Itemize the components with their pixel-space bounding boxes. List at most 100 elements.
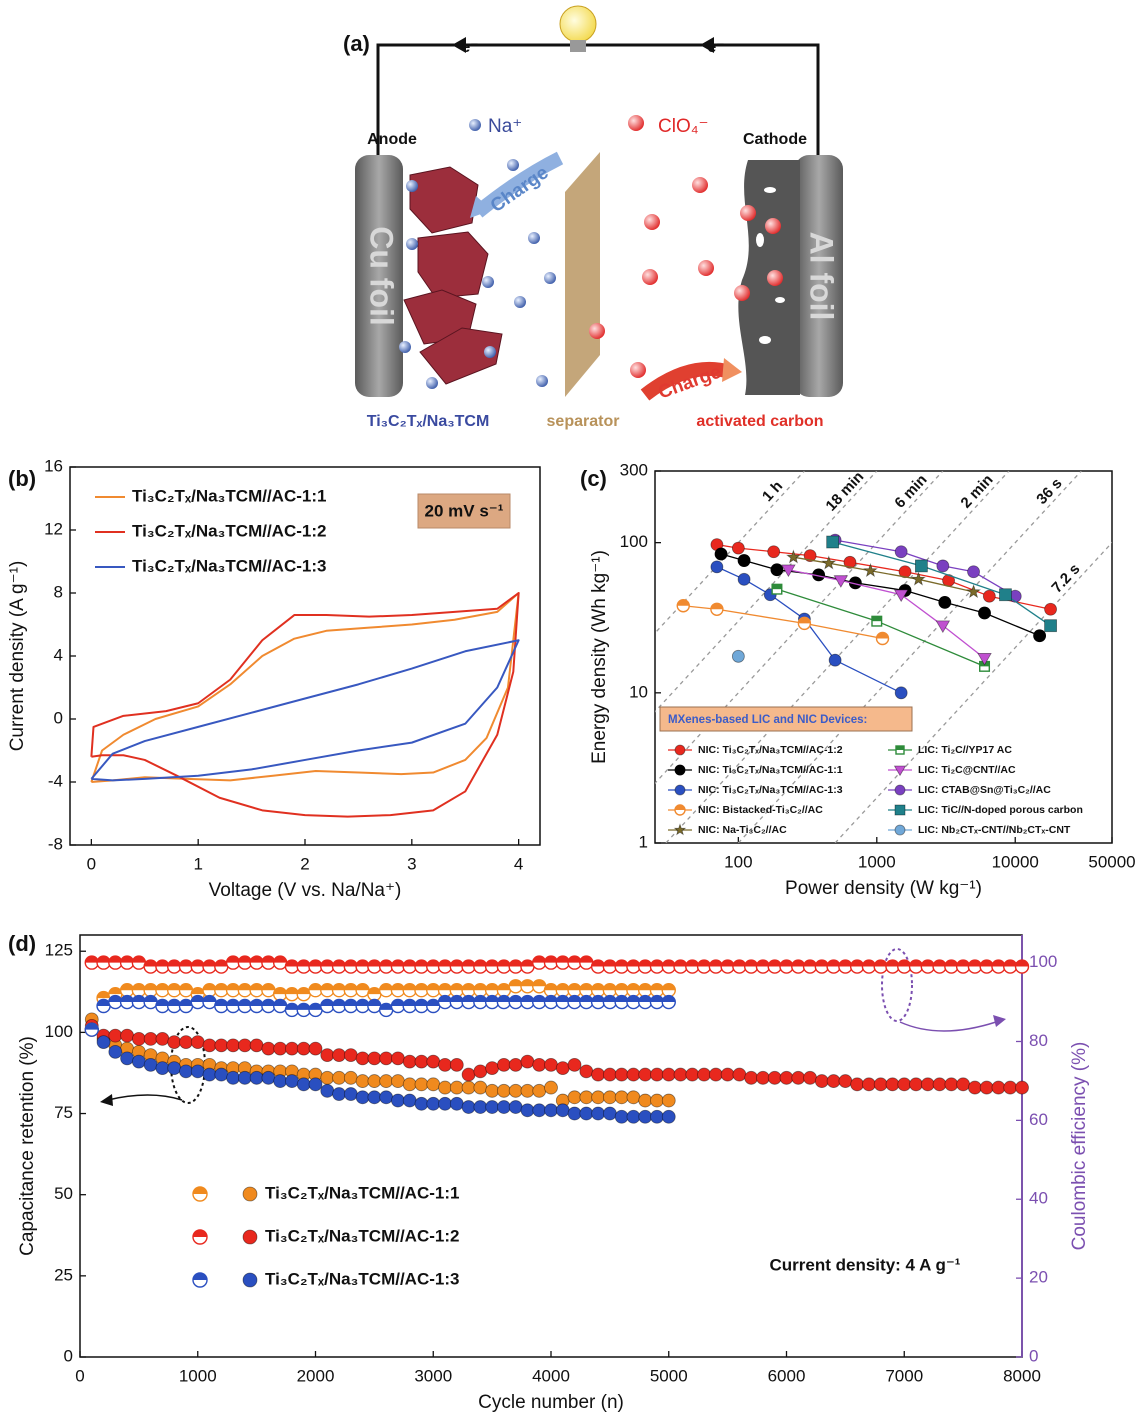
ion: [406, 180, 418, 192]
marker-shape: [532, 1083, 547, 1098]
marker-shape: [710, 560, 724, 574]
marker: [461, 1100, 476, 1114]
marker-shape: [226, 956, 240, 963]
foil-label: Cu foil: [364, 226, 400, 326]
marker-shape: [977, 653, 992, 666]
marker-shape: [721, 960, 735, 967]
marker: [966, 584, 981, 599]
anode-label: Anode: [367, 131, 417, 148]
marker-shape: [496, 1057, 511, 1072]
panel-label: (a): [343, 31, 370, 56]
marker-shape: [203, 995, 217, 1003]
marker: [873, 1077, 888, 1092]
marker-shape: [426, 999, 440, 1006]
marker: [473, 1064, 488, 1079]
marker: [649, 959, 665, 974]
legend-label: NIC: Na-Ti₃C₂//AC: [698, 824, 787, 836]
marker: [96, 1035, 111, 1050]
marker: [249, 955, 264, 970]
marker-shape: [450, 983, 464, 991]
marker-shape: [344, 999, 358, 1006]
marker: [543, 983, 559, 998]
x-tick-label: 8000: [1003, 1366, 1041, 1385]
marker: [897, 959, 912, 974]
marker: [214, 959, 229, 974]
marker-shape: [285, 1003, 299, 1010]
marker-shape: [473, 1100, 488, 1114]
marker-shape: [226, 1038, 240, 1053]
marker: [485, 1083, 500, 1098]
marker: [638, 994, 653, 1010]
marker: [225, 983, 241, 998]
x-tick-label: 100: [724, 852, 752, 871]
marker-shape: [732, 1067, 747, 1082]
marker-shape: [391, 1051, 405, 1066]
legend-label: Ti₃C₂Tₓ/Na₃TCM//AC-1:2: [265, 1226, 459, 1245]
marker: [296, 986, 311, 1002]
marker-shape: [568, 956, 582, 963]
y-tick-label: 10: [629, 682, 648, 701]
marker: [390, 998, 406, 1014]
marker-shape: [1044, 619, 1057, 633]
marker-shape: [744, 1070, 759, 1085]
marker: [296, 1041, 311, 1056]
marker: [237, 1070, 252, 1085]
ion: [589, 323, 605, 339]
marker-shape: [650, 1067, 664, 1082]
anode-material: Ti₃C₂Tₓ/Na₃TCM: [367, 413, 490, 430]
marker: [402, 983, 417, 998]
marker: [308, 1077, 323, 1092]
marker: [544, 1057, 558, 1072]
marker-shape: [555, 1061, 570, 1075]
legend-label: LIC: Ti₂C@CNT//AC: [918, 764, 1016, 776]
y2-tick-label: 20: [1029, 1268, 1048, 1287]
marker-shape: [355, 1090, 370, 1105]
marker: [261, 998, 276, 1014]
marker: [614, 959, 629, 974]
cathode-foil: [795, 155, 843, 397]
marker: [895, 745, 905, 755]
marker: [696, 959, 712, 974]
marker: [119, 983, 135, 998]
marker-shape: [426, 983, 440, 991]
marker: [214, 998, 229, 1014]
marker: [714, 547, 728, 561]
marker: [249, 1038, 264, 1053]
y-tick-label: 16: [44, 456, 63, 475]
marker-shape: [661, 1093, 676, 1108]
marker: [779, 959, 794, 974]
marker-shape: [144, 995, 158, 1003]
marker: [108, 955, 123, 970]
marker: [249, 1070, 264, 1085]
marker: [284, 959, 300, 974]
marker: [367, 1090, 382, 1105]
marker-shape: [772, 584, 782, 590]
marker: [202, 983, 217, 998]
marker-shape: [591, 983, 605, 991]
marker: [590, 959, 606, 974]
marker: [555, 1103, 570, 1118]
marker: [894, 545, 908, 559]
marker-shape: [673, 823, 687, 836]
marker: [190, 959, 205, 974]
marker-shape: [332, 1048, 346, 1063]
marker-shape: [261, 999, 275, 1006]
marker: [355, 1074, 370, 1088]
marker-shape: [978, 606, 991, 620]
marker-shape: [626, 1090, 641, 1105]
marker-shape: [532, 956, 546, 963]
marker: [473, 959, 488, 974]
marker: [131, 983, 147, 998]
marker-shape: [798, 617, 811, 624]
marker: [674, 764, 686, 776]
marker-shape: [308, 1077, 323, 1092]
marker-shape: [662, 995, 676, 1003]
marker: [909, 1077, 923, 1092]
marker: [732, 1067, 747, 1082]
marker: [343, 1048, 358, 1063]
marker-shape: [697, 1067, 711, 1082]
marker: [202, 1038, 217, 1053]
electron-label: e⁻: [461, 39, 478, 56]
marker-shape: [250, 983, 264, 991]
marker: [261, 1041, 276, 1056]
